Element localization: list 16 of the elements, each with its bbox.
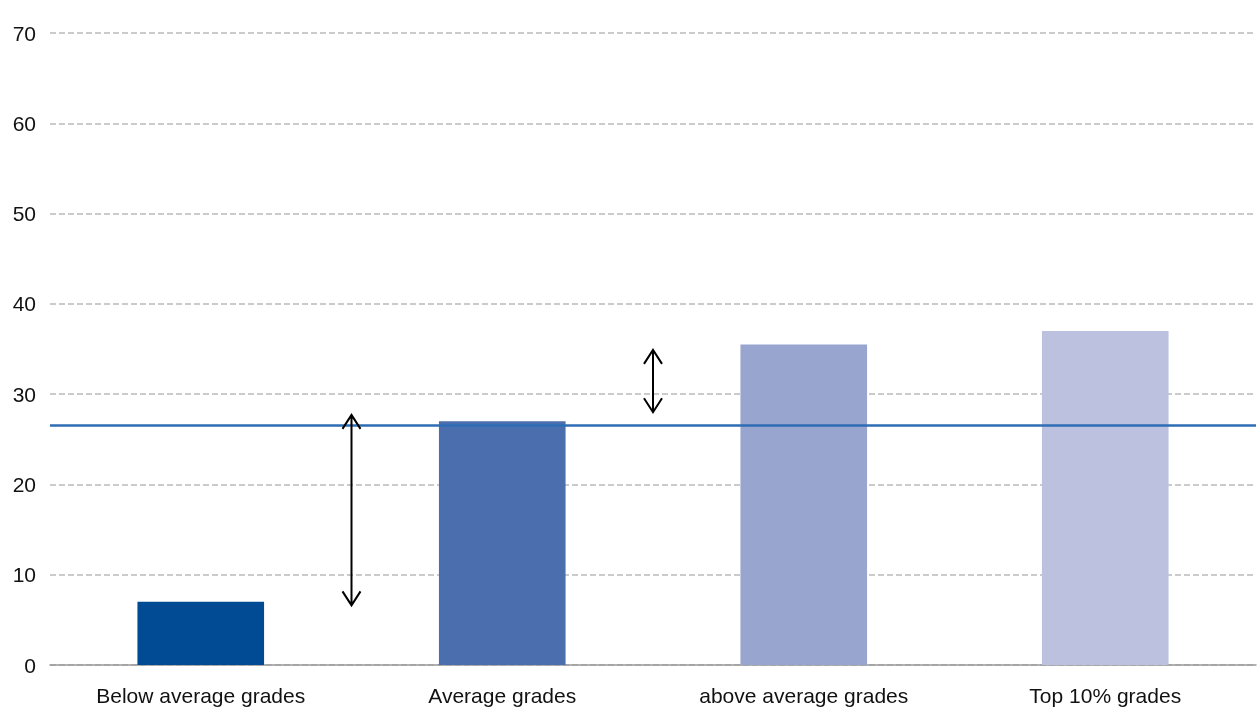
y-tick-label: 60: [12, 111, 36, 135]
bar: [1041, 330, 1169, 665]
y-tick-label: 10: [12, 563, 36, 587]
y-tick-label: 40: [12, 292, 36, 316]
y-tick-label: 20: [12, 472, 36, 496]
bar: [137, 601, 265, 665]
y-tick-label: 50: [12, 202, 36, 226]
bar: [740, 344, 868, 665]
x-tick-label: Below average grades: [96, 684, 306, 707]
x-tick-label: above average grades: [699, 684, 909, 707]
y-tick-label: 0: [24, 653, 36, 677]
x-tick-label: Top 10% grades: [1029, 684, 1182, 707]
y-tick-label: 70: [12, 21, 36, 45]
x-tick-label: Average grades: [428, 684, 577, 707]
y-tick-label: 30: [12, 382, 36, 406]
bar: [438, 421, 566, 665]
